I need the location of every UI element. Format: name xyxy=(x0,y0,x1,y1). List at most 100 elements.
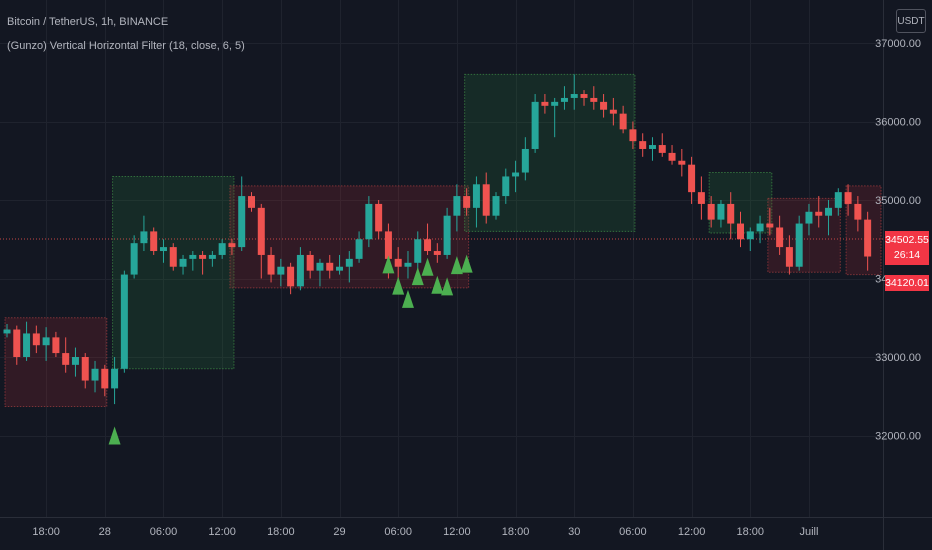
candle-down xyxy=(81,353,89,389)
candle-down xyxy=(62,337,70,373)
candle-down xyxy=(541,94,549,114)
candle-body xyxy=(414,239,422,263)
candle-body xyxy=(492,196,500,216)
candle-body xyxy=(130,243,138,275)
candle-body xyxy=(580,94,588,98)
time-tick-label: 29 xyxy=(333,526,345,538)
candle-down xyxy=(228,239,236,255)
candle-body xyxy=(443,215,451,255)
candle-down xyxy=(424,223,432,255)
candle-body xyxy=(199,254,207,259)
candle-body xyxy=(189,254,197,259)
candle-up xyxy=(111,357,119,405)
candle-body xyxy=(208,254,216,259)
candle-body xyxy=(345,258,353,267)
time-tick-label: 18:00 xyxy=(502,526,530,538)
candles xyxy=(3,74,872,405)
candle-down xyxy=(658,133,666,157)
candle-body xyxy=(120,274,128,369)
candle-body xyxy=(384,231,392,259)
candle-up xyxy=(179,254,187,275)
candle-down xyxy=(815,196,823,228)
price-tick-label: 35000.00 xyxy=(875,195,921,207)
time-tick-label: 06:00 xyxy=(619,526,647,538)
candle-down xyxy=(766,207,774,236)
candle-down xyxy=(854,196,862,232)
candle-up xyxy=(91,360,99,393)
candle-body xyxy=(531,101,539,149)
time-tick-label: 12:00 xyxy=(678,526,706,538)
candle-body xyxy=(306,254,314,271)
candle-down xyxy=(609,97,617,126)
candle-body xyxy=(864,219,872,257)
candle-up xyxy=(521,137,529,181)
candle-body xyxy=(502,176,510,197)
candle-up xyxy=(42,327,50,361)
candle-down xyxy=(678,148,686,177)
candle-body xyxy=(375,203,383,232)
candle-down xyxy=(199,251,207,275)
candle-up xyxy=(648,137,656,161)
candle-body xyxy=(365,203,373,240)
candle-down xyxy=(629,121,637,149)
candle-up xyxy=(570,74,578,110)
time-tick-label: 06:00 xyxy=(150,526,178,538)
candle-up xyxy=(717,200,725,228)
candle-up xyxy=(502,168,510,204)
candle-up xyxy=(120,270,128,373)
candle-body xyxy=(453,196,461,216)
candle-body xyxy=(248,196,255,208)
candle-down xyxy=(776,215,784,255)
candle-up xyxy=(71,347,79,377)
candle-body xyxy=(81,357,89,381)
candle-up xyxy=(277,258,285,287)
candle-body xyxy=(71,357,79,365)
signal-triangle xyxy=(401,289,414,308)
candle-body xyxy=(228,243,236,248)
candle-body xyxy=(795,223,803,267)
candle-down xyxy=(580,90,588,106)
candle-up xyxy=(805,203,813,236)
candle-body xyxy=(609,109,617,114)
candle-down xyxy=(482,172,490,224)
symbol-title[interactable]: Bitcoin / TetherUS, 1h, BINANCE xyxy=(7,16,169,28)
candle-down xyxy=(864,211,872,271)
signal-triangle xyxy=(450,256,463,275)
price-tick-label: 33000.00 xyxy=(875,352,921,364)
candle-up xyxy=(345,251,353,283)
time-tick-label: 30 xyxy=(568,526,580,538)
candle-body xyxy=(688,164,696,193)
candle-up xyxy=(492,192,500,220)
indicator-title[interactable]: (Gunzo) Vertical Horizontal Filter (18, … xyxy=(7,40,245,52)
candle-up xyxy=(551,97,559,138)
candle-down xyxy=(32,325,40,354)
time-tick-label: 28 xyxy=(99,526,111,538)
uptrend-box xyxy=(464,73,636,232)
candle-down xyxy=(326,254,334,279)
time-axis[interactable]: 18:00 28 06:00 12:00 18:00 29 06:00 12:00 18:00 3… xyxy=(32,526,818,538)
signal-markers xyxy=(108,254,473,445)
candle-body xyxy=(169,247,177,267)
price-tick-label: 32000.00 xyxy=(875,431,921,443)
candle-body xyxy=(101,368,109,389)
downtrend-box xyxy=(845,185,882,276)
candle-body xyxy=(463,196,471,208)
candle-up xyxy=(336,254,344,275)
signal-triangle xyxy=(392,276,405,295)
candle-up xyxy=(472,176,480,228)
candle-down xyxy=(707,196,715,228)
candle-body xyxy=(32,333,40,346)
candle-up xyxy=(531,94,539,153)
candle-body xyxy=(394,258,402,267)
candle-body xyxy=(697,192,705,204)
candle-body xyxy=(91,368,99,381)
candle-down xyxy=(639,133,647,157)
candle-body xyxy=(238,196,246,248)
candle-up xyxy=(443,207,451,259)
candle-down xyxy=(433,243,441,263)
candle-body xyxy=(717,203,725,220)
currency-button[interactable]: USDT xyxy=(896,9,926,33)
candle-down xyxy=(150,227,158,255)
price-tick-label: 37000.00 xyxy=(875,38,921,50)
